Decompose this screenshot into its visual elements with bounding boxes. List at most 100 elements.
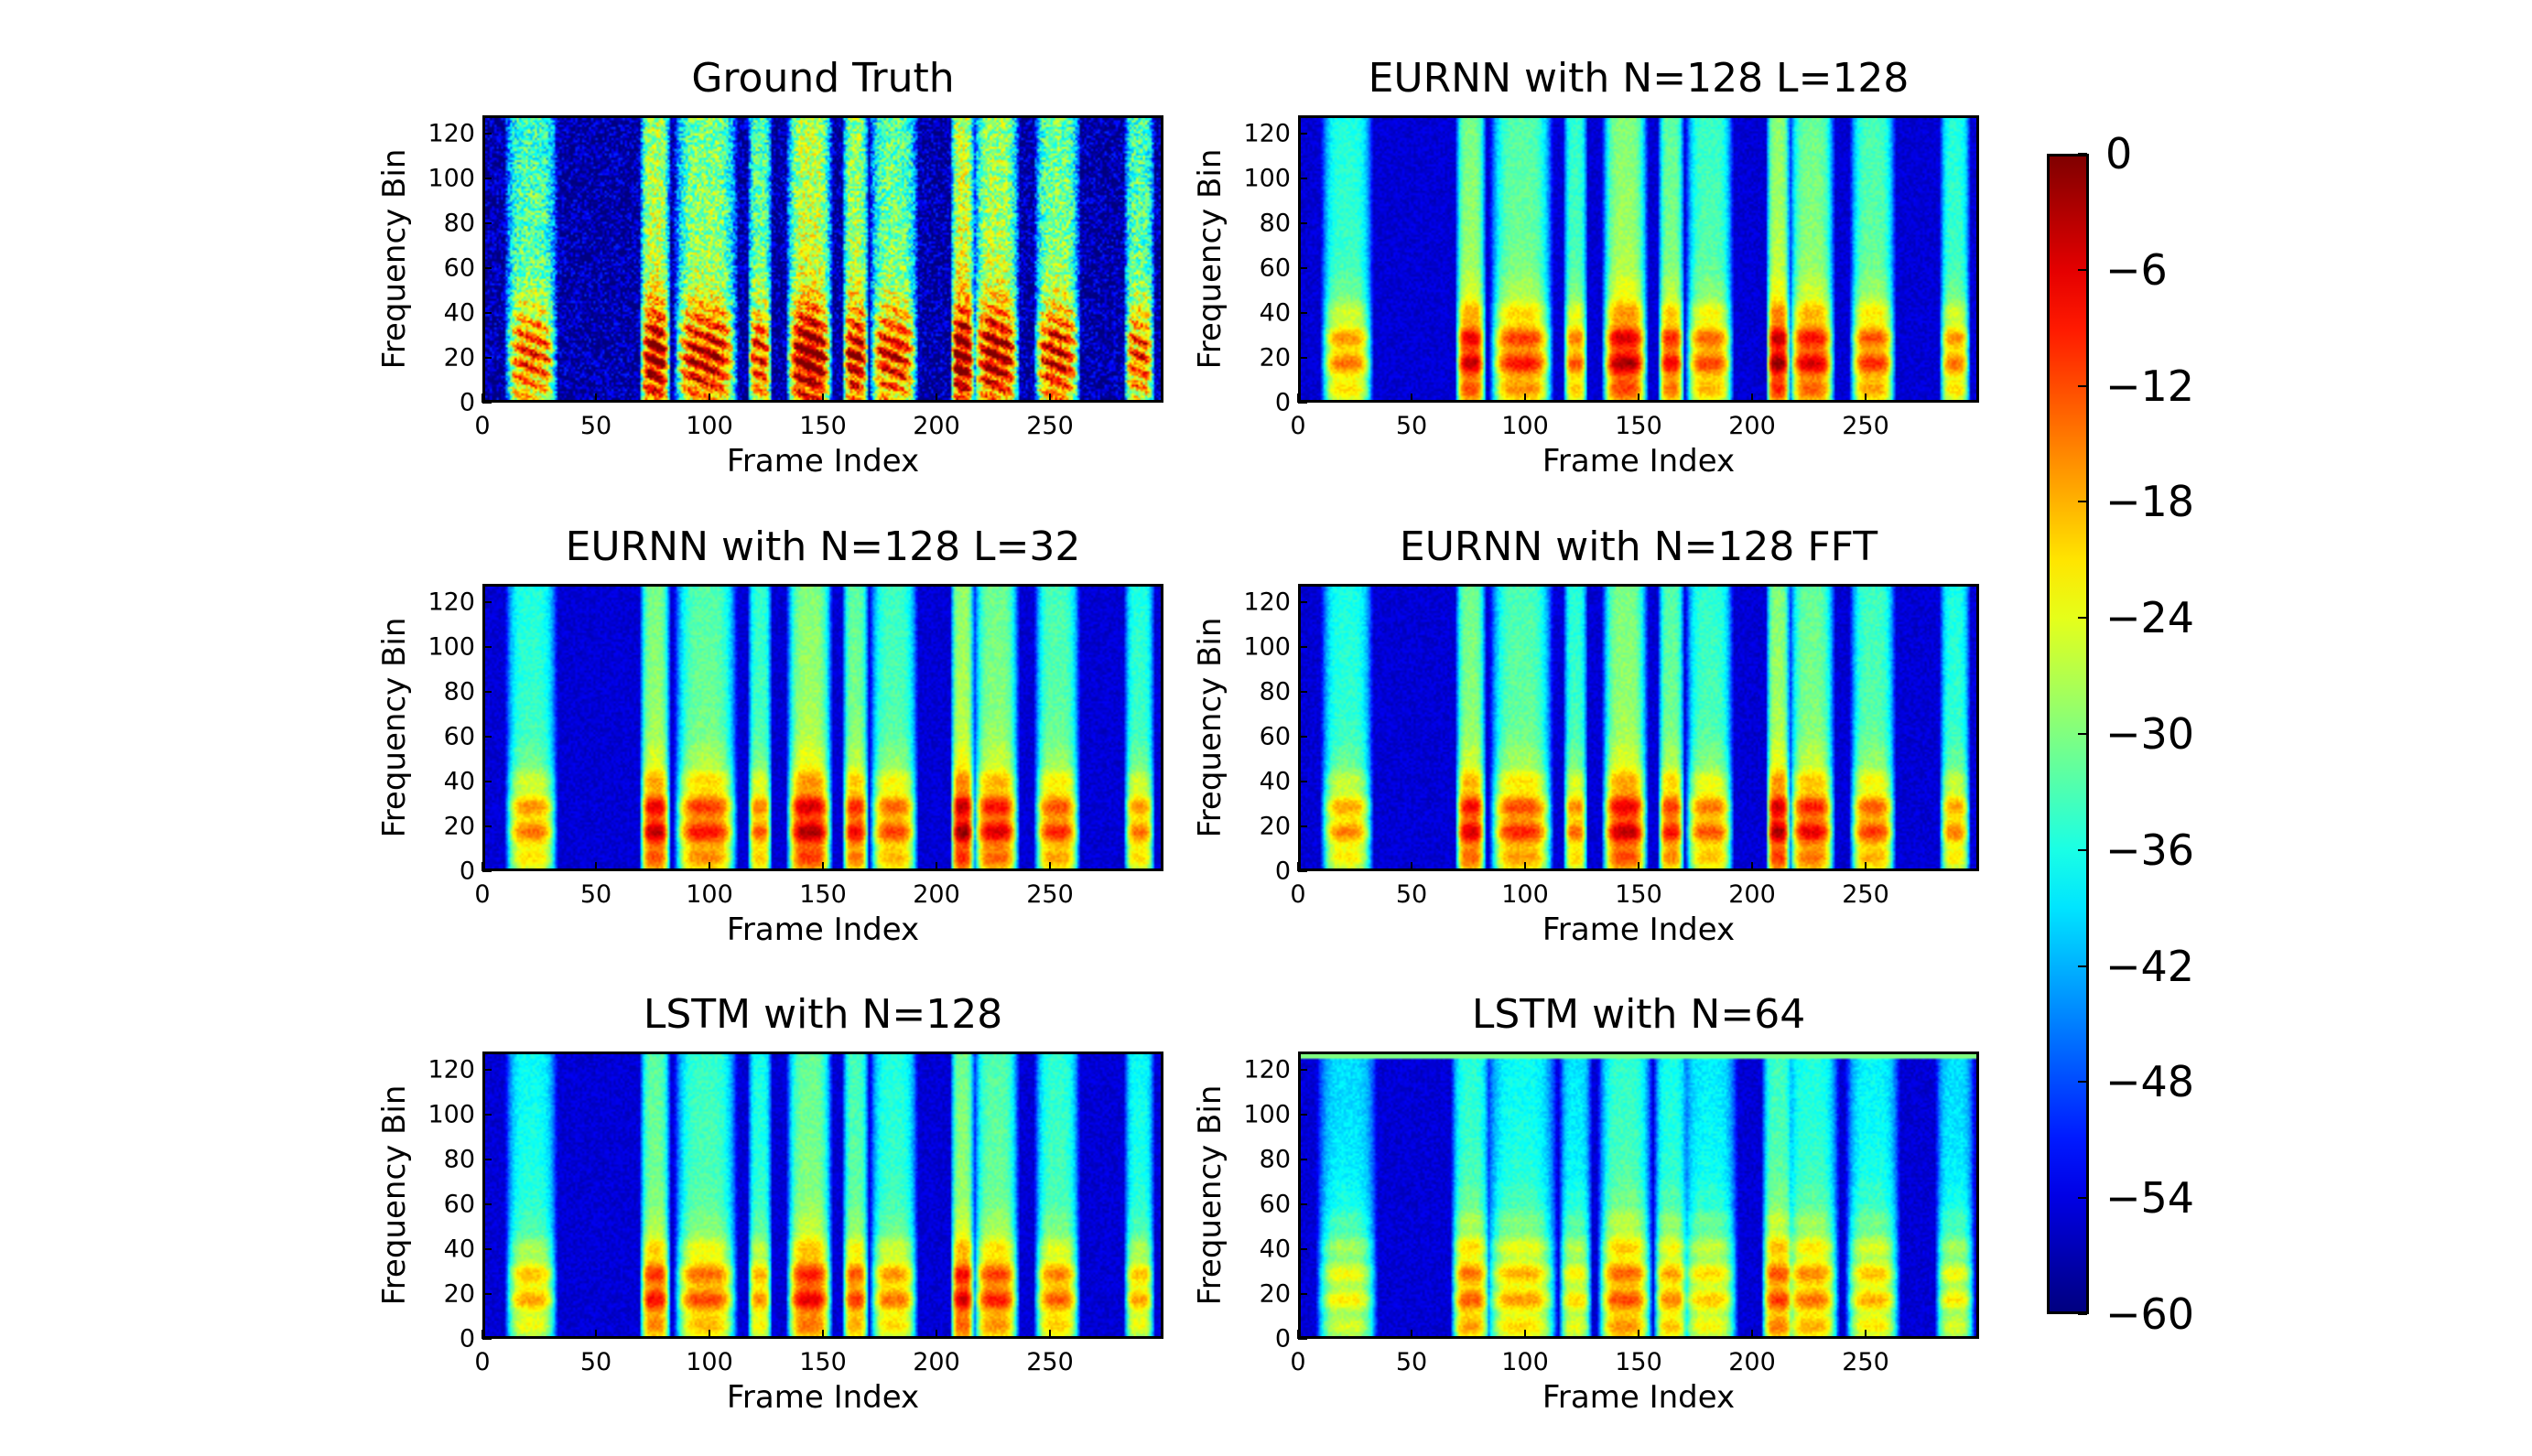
colorbar-tick-label: −60	[2105, 1289, 2195, 1339]
colorbar-tick-mark	[2078, 501, 2087, 503]
x-tick-mark	[709, 1330, 710, 1339]
y-tick-mark	[1298, 1203, 1307, 1205]
y-tick-mark	[482, 870, 492, 872]
x-tick-label: 0	[1290, 880, 1306, 909]
x-axis-label: Frame Index	[726, 443, 920, 480]
y-tick-mark	[482, 221, 492, 224]
x-tick-label: 150	[1615, 1348, 1662, 1376]
y-tick-label: 60	[443, 1190, 475, 1219]
x-tick-mark	[1049, 862, 1051, 871]
y-tick-label: 80	[1259, 209, 1291, 238]
x-tick-mark	[1411, 394, 1412, 403]
y-tick-mark	[482, 645, 492, 648]
y-tick-mark	[1298, 1247, 1307, 1250]
y-tick-label: 60	[443, 722, 475, 751]
y-tick-label: 80	[443, 1145, 475, 1174]
y-axis-label: Frequency Bin	[1192, 148, 1228, 370]
y-tick-mark	[482, 780, 492, 782]
y-tick-label: 0	[459, 1324, 475, 1354]
y-tick-label: 120	[427, 119, 475, 148]
x-tick-mark	[1865, 862, 1867, 871]
x-tick-mark	[1411, 862, 1412, 871]
y-tick-label: 60	[443, 253, 475, 283]
y-tick-mark	[1298, 177, 1307, 179]
x-tick-label: 50	[579, 1348, 612, 1376]
x-tick-mark	[1751, 862, 1753, 871]
y-tick-mark	[1298, 311, 1307, 314]
colorbar-tick-label: −6	[2105, 244, 2168, 295]
y-tick-label: 120	[427, 1055, 475, 1084]
y-tick-label: 20	[1259, 343, 1291, 372]
colorbar-tick-label: −48	[2105, 1057, 2195, 1107]
x-axis-label: Frame Index	[726, 1379, 920, 1416]
y-tick-mark	[482, 1113, 492, 1116]
y-tick-label: 40	[1259, 1235, 1291, 1264]
y-tick-label: 80	[1259, 1145, 1291, 1174]
x-tick-mark	[709, 862, 710, 871]
x-tick-mark	[1524, 394, 1526, 403]
y-tick-mark	[1298, 221, 1307, 224]
x-tick-label: 100	[686, 412, 733, 440]
heatmap-plot	[1298, 1052, 1979, 1339]
x-tick-mark	[1297, 394, 1299, 403]
x-tick-mark	[482, 394, 483, 403]
y-axis-label: Frequency Bin	[376, 1084, 413, 1306]
heatmap-cells	[485, 1054, 1161, 1336]
y-tick-mark	[1298, 1292, 1307, 1295]
x-tick-mark	[1751, 394, 1753, 403]
y-tick-label: 0	[1274, 857, 1291, 886]
x-tick-mark	[822, 394, 824, 403]
x-tick-label: 250	[1842, 1348, 1889, 1376]
x-tick-label: 150	[1615, 412, 1662, 440]
y-tick-label: 100	[427, 1100, 475, 1129]
x-tick-label: 150	[799, 412, 847, 440]
y-tick-mark	[1298, 1158, 1307, 1160]
colorbar-tick-mark	[2078, 1081, 2087, 1084]
y-tick-label: 0	[1274, 388, 1291, 417]
y-tick-mark	[1298, 870, 1307, 872]
colorbar-tick-label: −24	[2105, 593, 2195, 643]
x-axis-label: Frame Index	[1542, 1379, 1736, 1416]
y-tick-mark	[1298, 1068, 1307, 1071]
colorbar-tick-mark	[2078, 733, 2087, 735]
x-axis-label: Frame Index	[1542, 443, 1736, 480]
y-tick-label: 60	[1259, 722, 1291, 751]
y-tick-mark	[1298, 825, 1307, 827]
x-tick-label: 0	[1290, 1348, 1306, 1376]
y-tick-mark	[482, 1068, 492, 1071]
heatmap-plot	[482, 1052, 1163, 1339]
x-tick-mark	[595, 862, 597, 871]
colorbar-tick-label: −30	[2105, 709, 2195, 759]
x-tick-label: 200	[913, 880, 960, 909]
x-tick-mark	[1865, 1330, 1867, 1339]
x-tick-mark	[482, 862, 483, 871]
y-axis-label: Frequency Bin	[376, 148, 413, 370]
y-tick-label: 20	[443, 1279, 475, 1309]
heatmap-cells	[1301, 1054, 1976, 1336]
x-tick-mark	[482, 1330, 483, 1339]
x-tick-label: 250	[1026, 412, 1074, 440]
x-tick-label: 50	[1395, 412, 1428, 440]
y-tick-mark	[1298, 600, 1307, 603]
x-tick-label: 100	[686, 880, 733, 909]
y-tick-label: 40	[443, 767, 475, 796]
y-tick-mark	[1298, 266, 1307, 269]
y-tick-mark	[482, 311, 492, 314]
x-tick-label: 200	[913, 412, 960, 440]
y-tick-label: 100	[1243, 164, 1291, 193]
x-tick-mark	[936, 862, 937, 871]
y-tick-mark	[1298, 690, 1307, 693]
colorbar-tick-mark	[2078, 384, 2087, 387]
subplot-title: EURNN with N=128 FFT	[1399, 523, 1878, 570]
x-tick-mark	[1411, 1330, 1412, 1339]
x-tick-mark	[936, 1330, 937, 1339]
colorbar-tick-mark	[2078, 1197, 2087, 1200]
x-tick-label: 50	[579, 412, 612, 440]
x-tick-mark	[1638, 1330, 1639, 1339]
y-tick-mark	[482, 600, 492, 603]
y-tick-mark	[482, 735, 492, 738]
subplot-title: EURNN with N=128 L=128	[1368, 55, 1910, 102]
x-tick-label: 100	[1501, 412, 1549, 440]
colorbar-tick-label: 0	[2105, 129, 2133, 178]
x-tick-mark	[709, 394, 710, 403]
